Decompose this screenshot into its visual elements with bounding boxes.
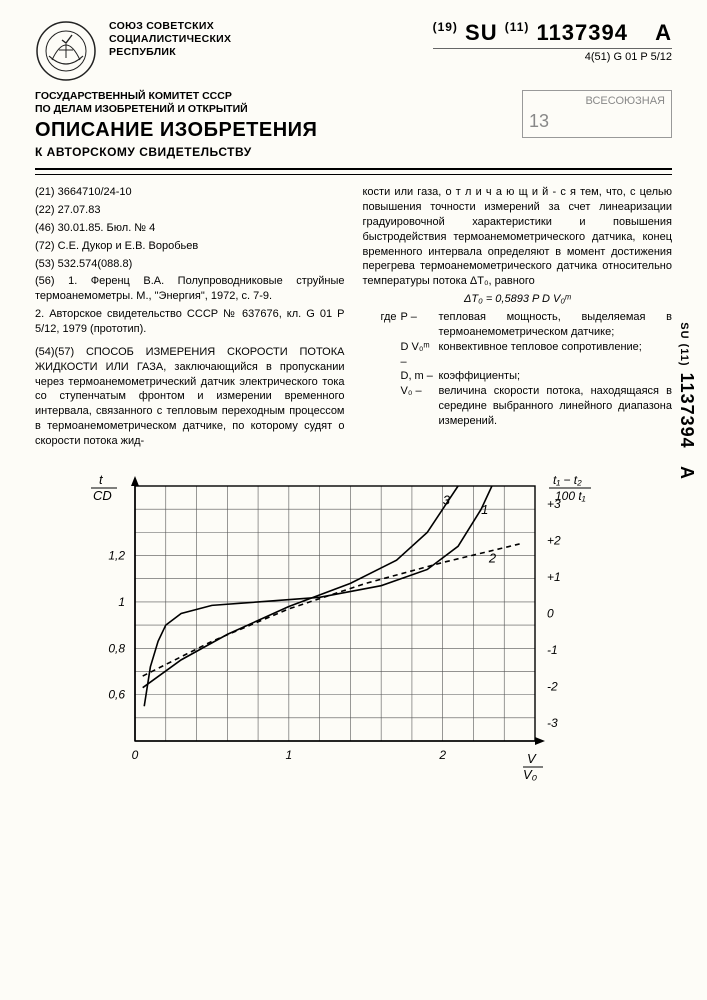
registration-stamp: ВСЕСОЮЗНАЯ 13 <box>522 90 672 138</box>
svg-text:+1: +1 <box>547 570 561 584</box>
svg-text:1: 1 <box>481 502 488 517</box>
svg-text:1,2: 1,2 <box>108 548 125 562</box>
def-P-label: P – <box>401 310 435 340</box>
union-line1: СОЮЗ СОВЕТСКИХ <box>109 20 421 33</box>
svg-text:0,6: 0,6 <box>108 687 125 701</box>
su-prefix: (19) <box>433 20 458 34</box>
field-22: (22) 27.07.83 <box>35 203 345 218</box>
union-line3: РЕСПУБЛИК <box>109 46 421 59</box>
def-P: тепловая мощность, выделяемая в термоане… <box>439 310 673 340</box>
calibration-chart: 0,60,811,2012-3-2-10+1+2+3tCDVV₀t₁ − t₂1… <box>65 466 605 786</box>
field-46: (46) 30.01.85. Бюл. № 4 <box>35 221 345 236</box>
svg-text:2: 2 <box>438 748 446 762</box>
svg-text:+2: +2 <box>547 533 561 547</box>
svg-text:0,8: 0,8 <box>108 641 125 655</box>
svg-text:100 t₁: 100 t₁ <box>555 489 586 503</box>
svg-text:0: 0 <box>132 748 139 762</box>
svg-text:V₀: V₀ <box>523 767 538 782</box>
committee-line1: ГОСУДАРСТВЕННЫЙ КОМИТЕТ СССР <box>35 90 522 103</box>
column-left: (21) 3664710/24-10 (22) 27.07.83 (46) 30… <box>35 185 345 452</box>
svg-text:t: t <box>99 472 104 487</box>
pub-suffix: A <box>655 20 672 45</box>
def-DV: конвективное тепловое сопротивление; <box>439 340 673 370</box>
formula: ΔТ₀ = 0,5893 P D V₀ᵐ <box>363 292 673 307</box>
side-pub-code: SU (11) 1137394 A <box>676 322 697 480</box>
svg-text:V: V <box>527 751 537 766</box>
abstract-head: (54)(57) СПОСОБ ИЗМЕРЕНИЯ СКОРОСТИ ПОТОК… <box>35 345 345 449</box>
svg-text:0: 0 <box>547 606 554 620</box>
def-Dm: коэффициенты; <box>439 369 673 384</box>
def-V0-label: V₀ – <box>401 384 435 429</box>
column-right: кости или газа, о т л и ч а ю щ и й - с … <box>363 185 673 452</box>
pub-prefix: (11) <box>505 20 530 34</box>
field-56-1: (56) 1. Ференц В.А. Полупроводниковые ст… <box>35 274 345 304</box>
svg-text:1: 1 <box>118 595 125 609</box>
svg-text:-3: -3 <box>547 716 558 730</box>
svg-text:CD: CD <box>93 488 112 503</box>
field-56-2: 2. Авторское свидетельство СССР № 637676… <box>35 307 345 337</box>
ipc-code: G 01 P 5/12 <box>613 51 672 63</box>
title-main: ОПИСАНИЕ ИЗОБРЕТЕНИЯ <box>35 118 522 143</box>
pub-number: 1137394 <box>537 20 628 45</box>
field-21: (21) 3664710/24-10 <box>35 185 345 200</box>
svg-text:t₁ − t₂: t₁ − t₂ <box>553 473 582 487</box>
field-72: (72) С.Е. Дукор и Е.В. Воробьев <box>35 239 345 254</box>
state-emblem <box>35 20 97 82</box>
svg-text:2: 2 <box>488 550 497 565</box>
abstract-cont: кости или газа, о т л и ч а ю щ и й - с … <box>363 185 673 289</box>
def-V0: величина скорости потока, находящаяся в … <box>439 384 673 429</box>
committee-line2: ПО ДЕЛАМ ИЗОБРЕТЕНИЙ И ОТКРЫТИЙ <box>35 103 522 116</box>
svg-text:3: 3 <box>443 492 451 507</box>
svg-text:1: 1 <box>286 748 293 762</box>
title-sub: К АВТОРСКОМУ СВИДЕТЕЛЬСТВУ <box>35 145 522 160</box>
field-53: (53) 532.574(088.8) <box>35 257 345 272</box>
def-DV-label: D V₀ᵐ – <box>401 340 435 370</box>
su-code: SU <box>465 20 498 45</box>
svg-text:-1: -1 <box>547 643 558 657</box>
union-line2: СОЦИАЛИСТИЧЕСКИХ <box>109 33 421 46</box>
svg-text:-2: -2 <box>547 679 558 693</box>
def-Dm-label: D, m – <box>401 369 435 384</box>
ipc-prefix: 4(51) <box>585 51 611 63</box>
